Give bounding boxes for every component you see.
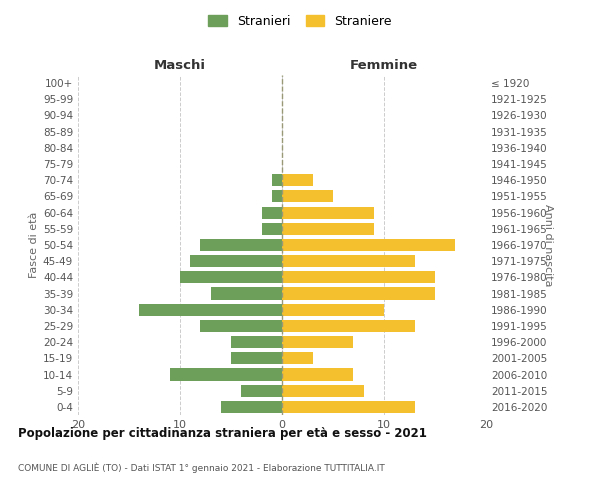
Bar: [241, 384, 282, 397]
Text: Maschi: Maschi: [154, 59, 206, 72]
Bar: [282, 384, 364, 397]
Y-axis label: Fasce di età: Fasce di età: [29, 212, 39, 278]
Bar: [282, 320, 415, 332]
Bar: [139, 304, 282, 316]
Bar: [282, 352, 313, 364]
Bar: [282, 368, 353, 380]
Y-axis label: Anni di nascita: Anni di nascita: [543, 204, 553, 286]
Bar: [262, 222, 282, 235]
Bar: [221, 401, 282, 413]
Bar: [282, 222, 374, 235]
Text: COMUNE DI AGLIÈ (TO) - Dati ISTAT 1° gennaio 2021 - Elaborazione TUTTITALIA.IT: COMUNE DI AGLIÈ (TO) - Dati ISTAT 1° gen…: [18, 462, 385, 473]
Bar: [282, 288, 435, 300]
Bar: [282, 304, 384, 316]
Bar: [180, 272, 282, 283]
Bar: [282, 239, 455, 251]
Bar: [190, 255, 282, 268]
Bar: [231, 352, 282, 364]
Bar: [282, 206, 374, 218]
Bar: [272, 190, 282, 202]
Bar: [282, 255, 415, 268]
Bar: [170, 368, 282, 380]
Bar: [272, 174, 282, 186]
Bar: [211, 288, 282, 300]
Bar: [282, 401, 415, 413]
Legend: Stranieri, Straniere: Stranieri, Straniere: [205, 11, 395, 32]
Text: Femmine: Femmine: [350, 59, 418, 72]
Bar: [282, 190, 333, 202]
Bar: [262, 206, 282, 218]
Bar: [282, 272, 435, 283]
Bar: [200, 320, 282, 332]
Text: Popolazione per cittadinanza straniera per età e sesso - 2021: Popolazione per cittadinanza straniera p…: [18, 428, 427, 440]
Bar: [282, 336, 353, 348]
Bar: [200, 239, 282, 251]
Bar: [282, 174, 313, 186]
Bar: [231, 336, 282, 348]
